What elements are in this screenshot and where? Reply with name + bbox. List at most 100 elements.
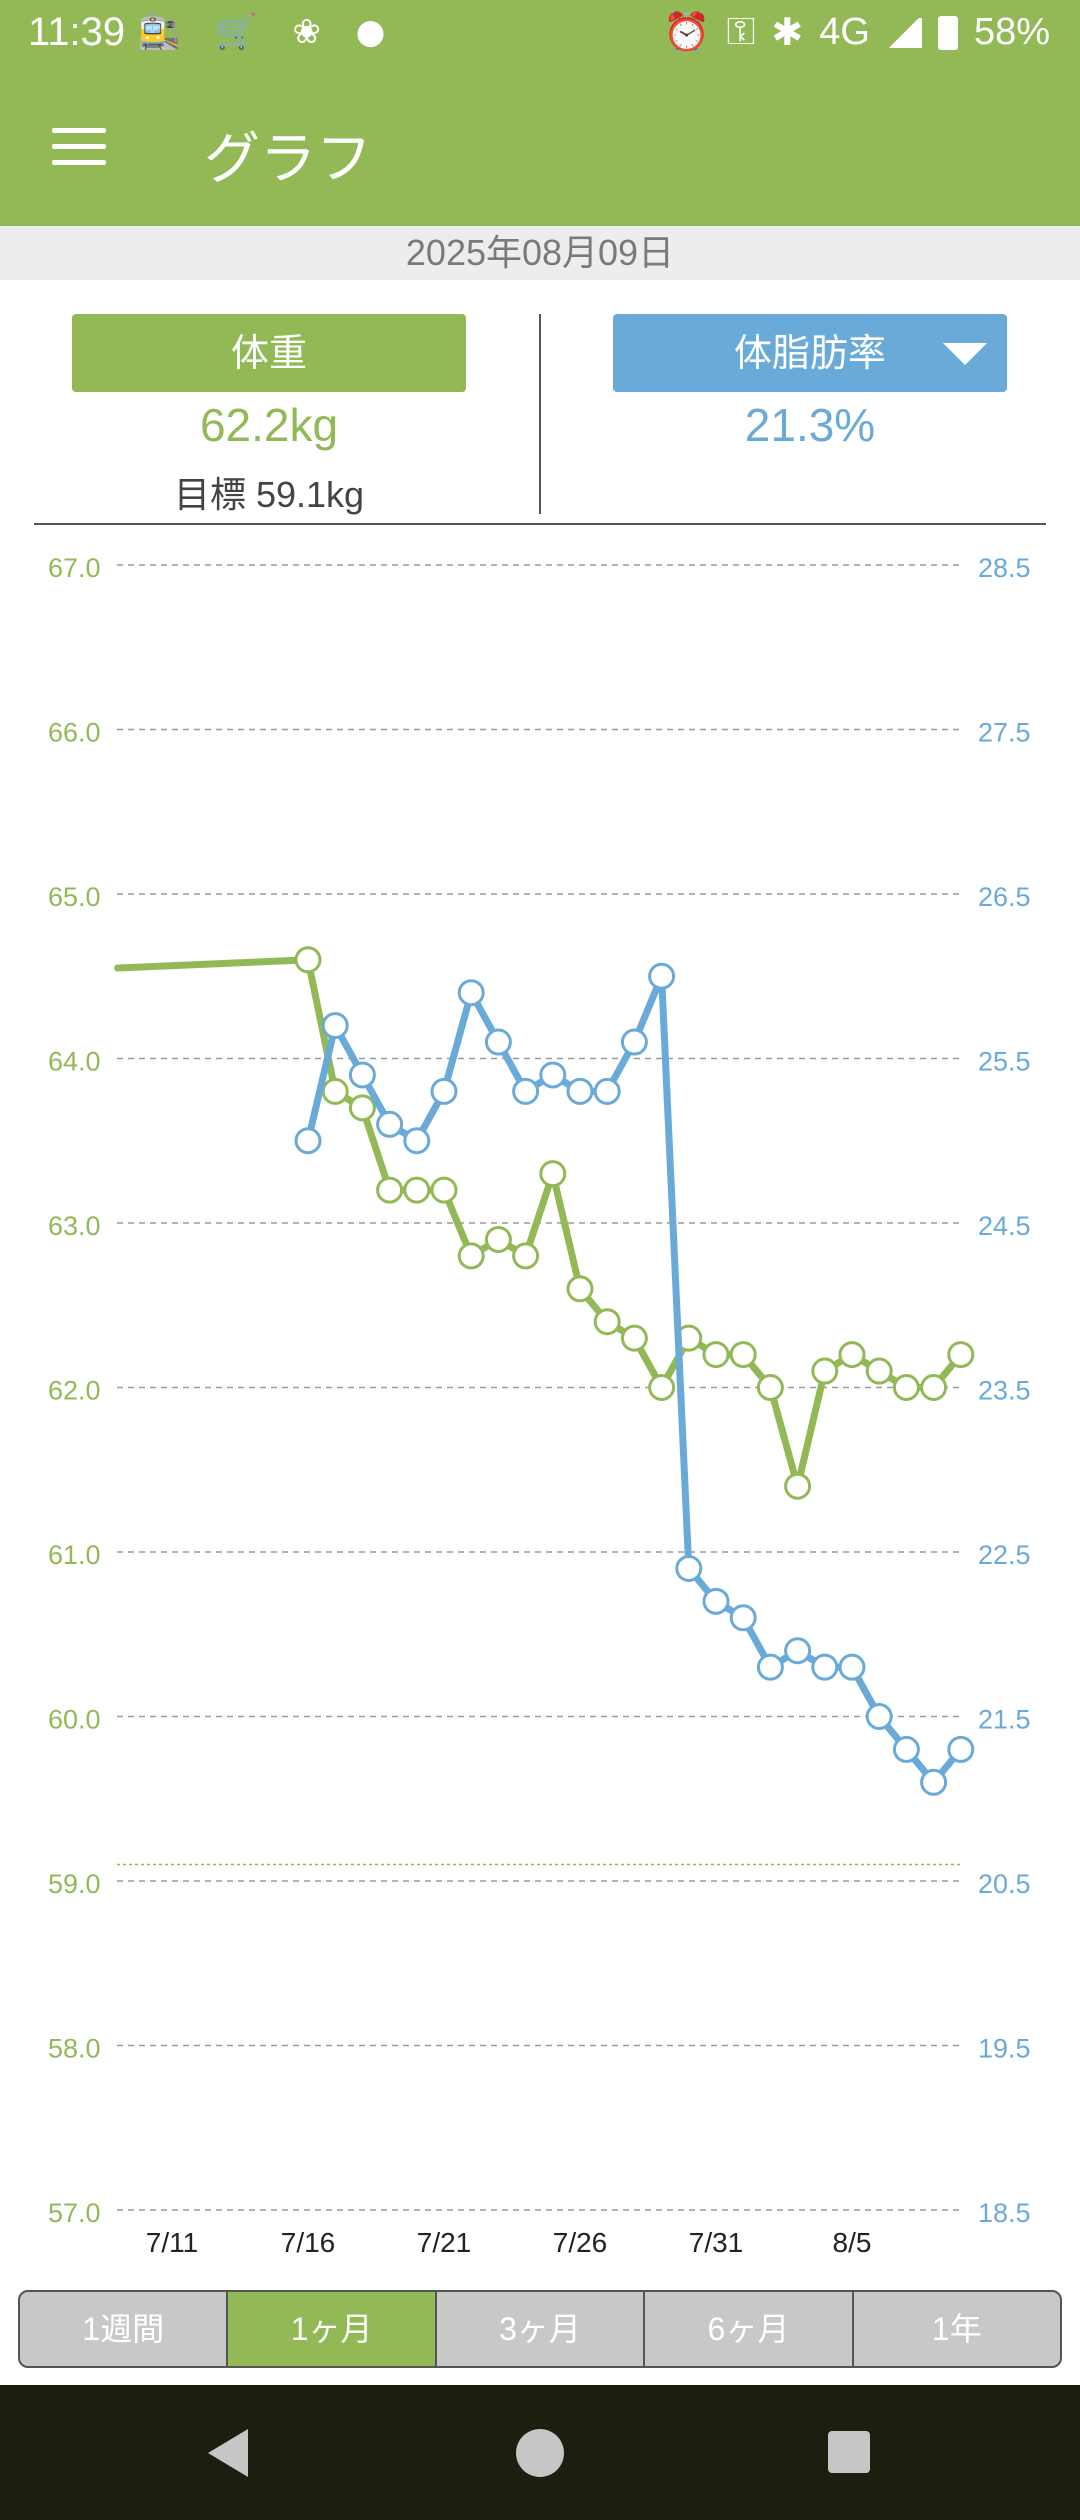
battery-icon — [937, 15, 958, 50]
weight-data-point — [648, 1374, 676, 1401]
weight-data-point — [539, 1160, 567, 1188]
body-fat-value: 21.3% — [744, 399, 876, 451]
menu-icon[interactable] — [52, 128, 106, 168]
right-axis-label: 22.5 — [978, 1540, 1031, 1570]
x-axis-label: 7/11 — [146, 2227, 198, 2258]
body-fat-data-point — [947, 1735, 975, 1763]
back-icon[interactable] — [208, 2429, 248, 2477]
period-tabs: 1週間 1ヶ月 3ヶ月 6ヶ月 1年 — [18, 2290, 1062, 2368]
weight-data-point — [403, 1176, 431, 1204]
left-axis-label: 57.0 — [48, 2198, 101, 2228]
tab-4[interactable]: 1年 — [931, 2311, 982, 2347]
body-fat-data-point — [838, 1653, 866, 1681]
key-icon: ⚿ — [726, 11, 756, 53]
right-axis-label: 26.5 — [978, 882, 1031, 912]
body-fat-data-point — [620, 1028, 648, 1056]
weight-button[interactable]: 体重 — [72, 314, 466, 392]
weight-data-point — [512, 1242, 540, 1270]
app-badge-icon: ● — [355, 12, 398, 52]
body-fat-data-point — [430, 1077, 458, 1105]
body-fat-data-point — [756, 1653, 784, 1681]
x-axis-label: 7/21 — [417, 2227, 472, 2258]
tab-3[interactable]: 6ヶ月 — [645, 2292, 854, 2366]
recents-icon[interactable] — [828, 2431, 870, 2473]
weight-fat-chart: 67.0 66.0 65.0 64.0 63.0 62.0 61.0 60.0 59.0 58.0… — [48, 553, 1031, 2258]
cart-icon: 🛒 — [215, 12, 270, 52]
weight-value: 62.2kg — [199, 399, 339, 451]
summary-bottom-divider — [34, 523, 1046, 525]
left-axis-label: 66.0 — [48, 718, 101, 748]
date-label: 2025年08月09日 — [0, 226, 1080, 280]
weight-data-point — [838, 1341, 866, 1369]
page-title: グラフ — [204, 127, 372, 192]
app-bar: グラフ — [0, 70, 1080, 226]
weight-data-point — [892, 1374, 920, 1401]
weight-data-point — [294, 946, 322, 974]
bluetooth-icon: ✱ — [771, 12, 804, 54]
tab-1[interactable]: 1ヶ月 — [228, 2292, 437, 2366]
body-fat-data-point — [702, 1587, 730, 1615]
x-axis-label: 8/5 — [833, 2227, 872, 2258]
right-axis-label: 23.5 — [978, 1376, 1031, 1406]
right-axis-label: 28.5 — [978, 553, 1031, 583]
alarm-icon: ⏰ — [663, 11, 711, 54]
body-fat-data-point — [376, 1110, 404, 1138]
battery-percent: 58% — [973, 11, 1050, 53]
left-axis-label: 58.0 — [48, 2034, 101, 2064]
home-icon[interactable] — [516, 2429, 564, 2477]
body-fat-dropdown[interactable]: 体脂肪率 — [613, 314, 1007, 392]
weight-data-point — [457, 1242, 485, 1270]
status-bar: 11:39 🚉 🛒 ❀ ● ⏰ ⚿ ✱ 4G 58% — [0, 0, 1080, 70]
status-right: ⏰ ⚿ ✱ 4G 58% — [663, 10, 1050, 55]
navigation-bar — [0, 2385, 1080, 2520]
body-fat-data-point — [784, 1637, 812, 1665]
right-axis-label: 18.5 — [978, 2198, 1031, 2228]
weight-data-point — [811, 1357, 839, 1385]
body-fat-data-point — [593, 1077, 621, 1105]
weight-data-point — [702, 1341, 730, 1369]
tab-0[interactable]: 1週間 — [20, 2292, 229, 2366]
body-fat-data-point — [566, 1077, 594, 1105]
weight-data-point — [620, 1324, 648, 1352]
dropdown-triangle-icon — [943, 343, 987, 365]
summary-divider — [539, 314, 541, 514]
body-fat-data-point — [484, 1028, 512, 1056]
weight-data-point — [865, 1357, 893, 1385]
body-fat-data-point — [457, 979, 485, 1007]
body-fat-data-point — [512, 1077, 540, 1105]
body-fat-data-point — [539, 1061, 567, 1089]
body-fat-label: 体脂肪率 — [733, 331, 886, 375]
right-axis-label: 24.5 — [978, 1211, 1031, 1241]
weight-data-point — [321, 1077, 349, 1105]
right-axis-label: 20.5 — [978, 1869, 1031, 1899]
left-axis-label: 64.0 — [48, 1047, 101, 1077]
body-fat-data-point — [348, 1061, 376, 1089]
goal-weight: 目標 59.1kg — [173, 474, 365, 515]
weight-data-point — [484, 1225, 512, 1253]
left-axis-label: 63.0 — [48, 1211, 101, 1241]
notification-icons: 🚉 🛒 ❀ ● — [138, 12, 397, 52]
weight-data-point — [729, 1341, 757, 1369]
app-icon: ❀ — [292, 12, 333, 52]
body-fat-data-point — [811, 1653, 839, 1681]
body-fat-data-point — [675, 1554, 703, 1582]
right-axis-label: 19.5 — [978, 2034, 1031, 2064]
tab-2[interactable]: 3ヶ月 — [437, 2292, 646, 2366]
body-fat-data-point — [865, 1703, 893, 1730]
body-fat-data-point — [920, 1768, 948, 1796]
x-axis-label: 7/31 — [689, 2227, 744, 2258]
signal-icon — [885, 17, 922, 48]
weight-data-point — [947, 1341, 975, 1369]
x-axis-label: 7/26 — [553, 2227, 608, 2258]
weight-data-point — [430, 1176, 458, 1204]
right-axis-label: 25.5 — [978, 1047, 1031, 1077]
summary-panel: 体重 62.2kg 目標 59.1kg 体脂肪率 21.3% — [0, 280, 1080, 525]
right-axis-label: 27.5 — [978, 718, 1031, 748]
body-fat-data-point — [294, 1127, 322, 1155]
train-icon: 🚉 — [138, 12, 193, 52]
weight-data-point — [784, 1472, 812, 1500]
left-axis-label: 59.0 — [48, 1869, 101, 1899]
body-fat-data-point — [403, 1127, 431, 1155]
status-time: 11:39 — [28, 10, 126, 54]
x-axis-label: 7/16 — [281, 2227, 336, 2258]
